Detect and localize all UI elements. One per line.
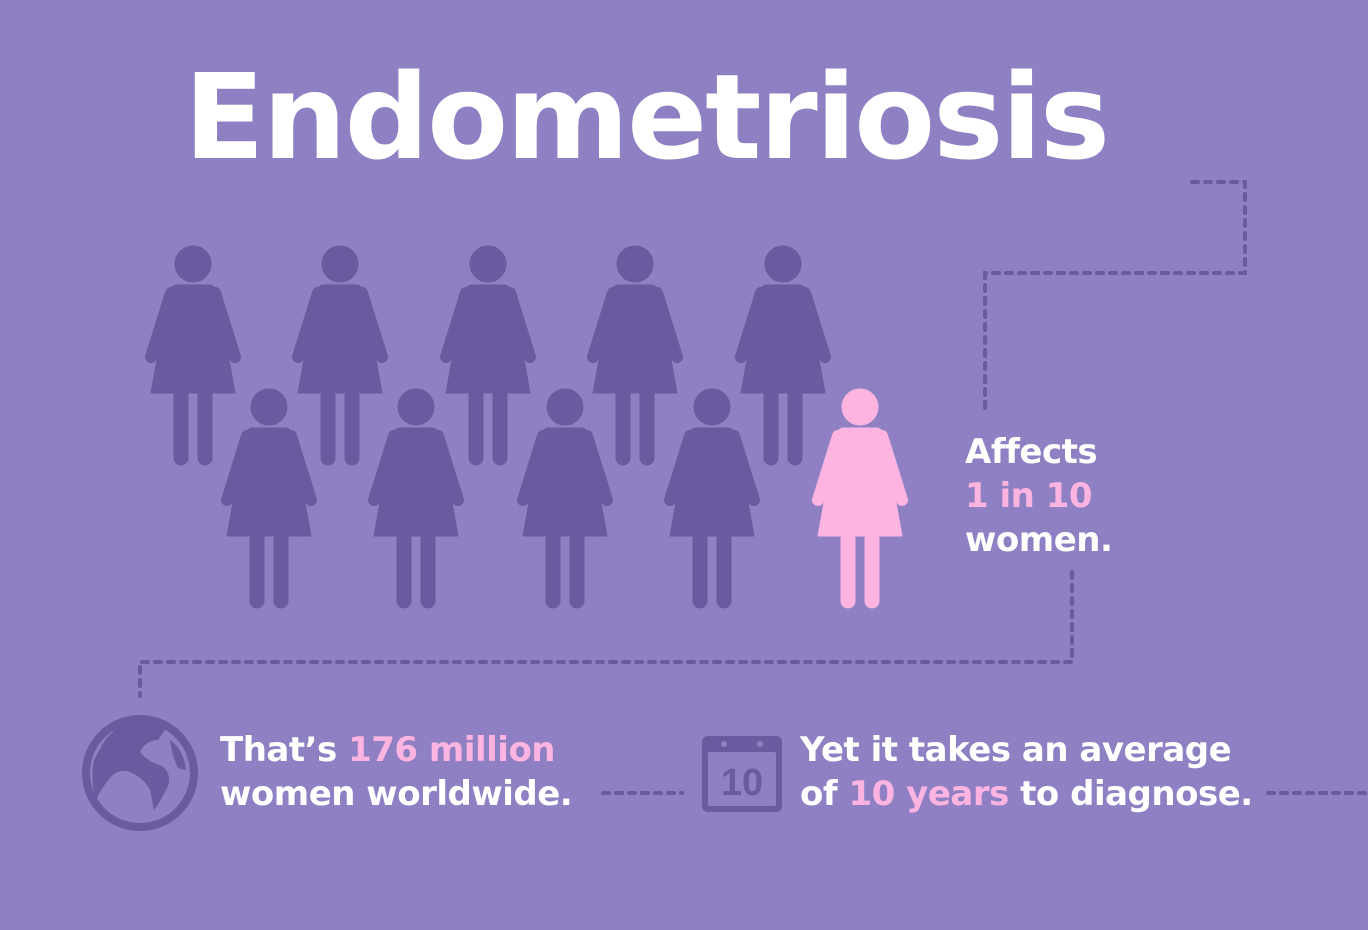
affects-stat: Affects 1 in 10 women. bbox=[965, 430, 1113, 562]
women-figures bbox=[151, 246, 902, 608]
diagnosis-suffix: to diagnose. bbox=[1008, 774, 1253, 814]
woman-figure bbox=[298, 246, 382, 465]
worldwide-highlight: 176 million bbox=[348, 730, 556, 770]
woman-figure bbox=[741, 246, 825, 465]
diagnosis-line1: Yet it takes an average bbox=[800, 730, 1232, 770]
woman-figure-highlighted bbox=[818, 389, 902, 608]
woman-figure bbox=[374, 389, 458, 608]
dotted-connector bbox=[138, 180, 1368, 795]
globe-icon bbox=[82, 715, 198, 831]
woman-figure bbox=[446, 246, 530, 465]
woman-figure bbox=[523, 389, 607, 608]
worldwide-prefix: That’s bbox=[220, 730, 349, 770]
worldwide-line2: women worldwide. bbox=[220, 774, 573, 814]
woman-figure bbox=[670, 389, 754, 608]
diagnosis-highlight: 10 years bbox=[848, 774, 1010, 814]
affects-highlight: 1 in 10 bbox=[965, 476, 1093, 516]
affects-line3: women. bbox=[965, 520, 1113, 560]
woman-figure bbox=[151, 246, 235, 465]
diagnosis-prefix: of bbox=[800, 774, 849, 814]
worldwide-stat: That’s 176 million women worldwide. bbox=[220, 728, 573, 816]
diagnosis-stat: Yet it takes an average of 10 years to d… bbox=[800, 728, 1253, 816]
calendar-icon: 10 bbox=[702, 736, 782, 812]
woman-figure bbox=[227, 389, 311, 608]
affects-line1: Affects bbox=[965, 432, 1098, 472]
woman-figure bbox=[593, 246, 677, 465]
calendar-number: 10 bbox=[721, 762, 763, 804]
page-title: Endometriosis bbox=[184, 48, 1110, 186]
